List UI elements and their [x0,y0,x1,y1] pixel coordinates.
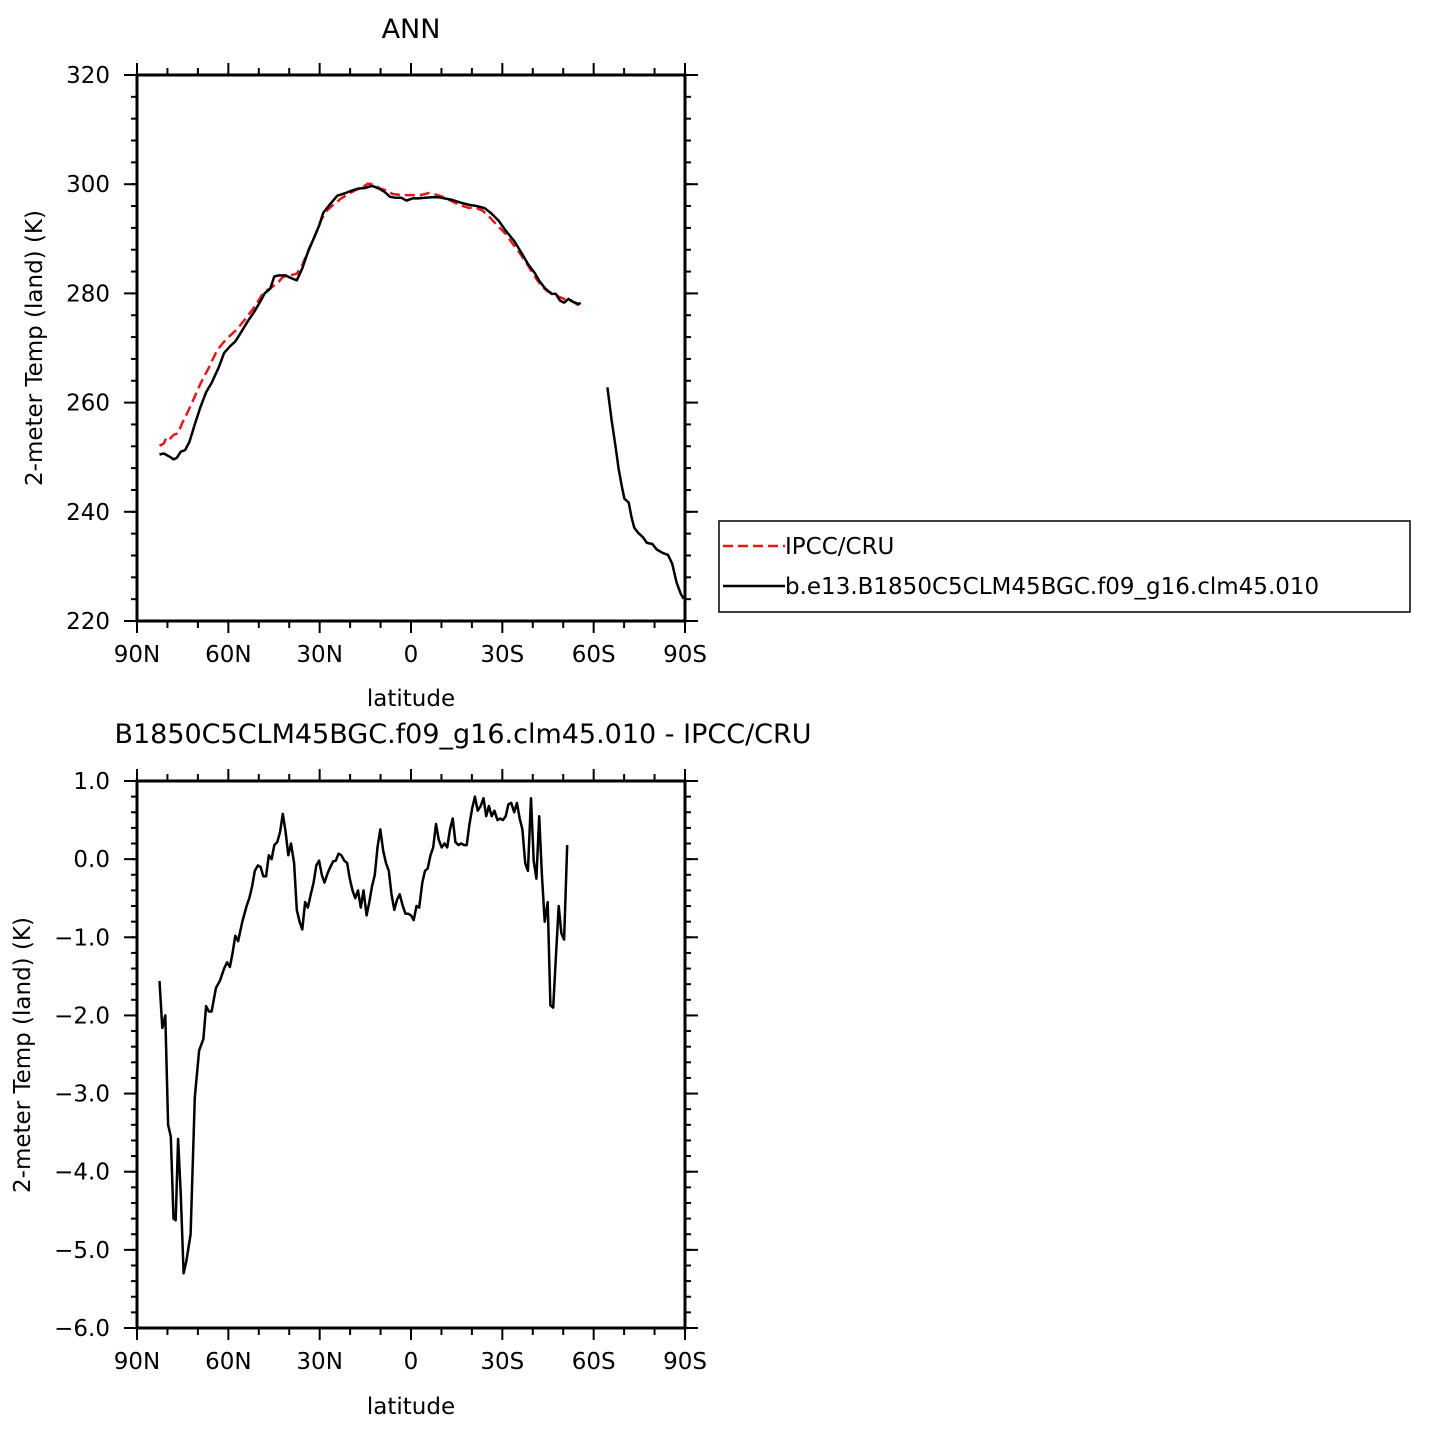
bottom-y-tick-label: −5.0 [54,1238,110,1264]
bottom-panel: B1850C5CLM45BGC.f09_g16.clm45.010 - IPCC… [10,719,812,1420]
top-y-tick-label: 280 [66,281,110,307]
bottom-x-tick-label: 90N [114,1349,160,1375]
legend-label-model: b.e13.B1850C5CLM45BGC.f09_g16.clm45.010 [785,574,1319,600]
top-x-tick-label: 90S [663,642,707,668]
bottom-plot-frame [135,779,687,1330]
top-y-tick-label: 300 [66,172,110,198]
bottom-y-tick-label: −4.0 [54,1160,110,1186]
top-y-axis-title: 2-meter Temp (land) (K) [22,210,48,486]
bottom-plot-series [158,795,569,1275]
top-x-axis-title: latitude [367,686,455,712]
top-axis-ticks: 90N 60N 30N 0 30S 60S 90S 220 240 260 280 300 320 [66,63,707,668]
top-panel: ANN 90N 60N 30N 0 30S 60S 90S 220 240 260 280 300 32… [22,14,707,712]
top-x-tick-label: 60S [572,642,616,668]
bottom-y-tick-label: 0.0 [73,847,110,873]
bottom-x-tick-label: 60N [205,1349,251,1375]
top-y-tick-label: 240 [66,500,110,526]
bottom-x-axis-title: latitude [367,1394,455,1420]
bottom-y-tick-label: −1.0 [54,925,110,951]
bottom-y-tick-label: −3.0 [54,1082,110,1108]
bottom-y-tick-label: −6.0 [54,1316,110,1342]
legend-box [718,520,1411,613]
top-x-tick-label: 30S [480,642,524,668]
top-chart-title: ANN [382,14,441,45]
top-x-tick-label: 90N [114,642,160,668]
top-plot-frame [135,73,687,623]
top-x-tick-label: 60N [205,642,251,668]
top-y-tick-label: 220 [66,609,110,635]
bottom-series-line-0 [158,795,569,1275]
top-series-line-1 [606,387,685,600]
bottom-y-axis-title: 2-meter Temp (land) (K) [10,917,36,1193]
top-plot-series [158,182,685,600]
bottom-y-tick-label: −2.0 [54,1003,110,1029]
top-series-line-1 [159,184,582,461]
bottom-chart-title: B1850C5CLM45BGC.f09_g16.clm45.010 - IPCC… [114,719,811,750]
top-y-tick-label: 260 [66,391,110,417]
bottom-y-tick-label: 1.0 [73,769,110,795]
bottom-x-tick-label: 60S [572,1349,616,1375]
bottom-x-tick-label: 0 [404,1349,419,1375]
legend: IPCC/CRU b.e13.B1850C5CLM45BGC.f09_g16.c… [718,520,1411,613]
legend-label-ipcc-cru: IPCC/CRU [785,534,894,560]
top-x-tick-label: 0 [404,642,419,668]
bottom-x-tick-label: 90S [663,1349,707,1375]
top-y-tick-label: 320 [66,63,110,89]
bottom-x-tick-label: 30S [480,1349,524,1375]
top-x-tick-label: 30N [296,642,342,668]
bottom-x-tick-label: 30N [296,1349,342,1375]
